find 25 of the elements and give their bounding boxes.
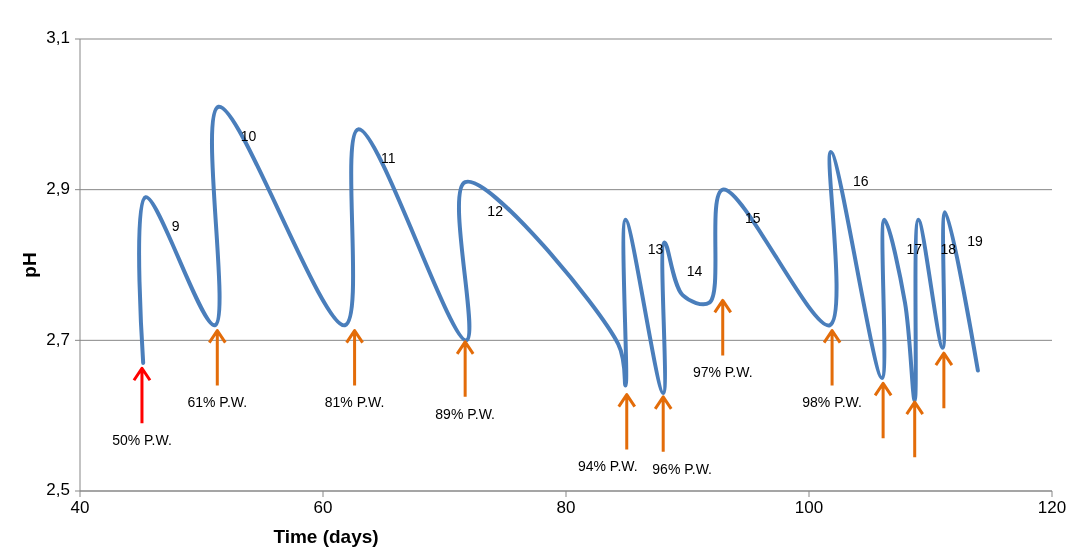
x-tick-label: 80 bbox=[556, 498, 576, 517]
annotation: 61% P.W. bbox=[187, 394, 248, 411]
y-tick-label: 2,9 bbox=[46, 179, 70, 199]
annotation: 12 bbox=[487, 202, 504, 219]
x-tick-label: 100 bbox=[794, 498, 824, 517]
annotation: 50% P.W. bbox=[112, 431, 172, 448]
x-axis-title: Time (days) bbox=[273, 526, 379, 547]
annotation: 94% P.W. bbox=[577, 458, 638, 475]
annotation: 81% P.W. bbox=[324, 394, 385, 411]
y-axis-title: pH bbox=[19, 252, 40, 278]
y-tick-label: 2,5 bbox=[46, 480, 70, 500]
annotation: 14 bbox=[686, 263, 703, 280]
annotation: 11 bbox=[380, 150, 396, 167]
x-tick-label: 60 bbox=[313, 498, 333, 517]
annotation: 98% P.W. bbox=[802, 394, 862, 411]
y-tick-label: 2,7 bbox=[46, 329, 70, 349]
annotation: 16 bbox=[853, 172, 869, 189]
annotation: 19 bbox=[967, 232, 984, 249]
annotation: 97% P.W. bbox=[692, 364, 753, 381]
x-tick-label: 40 bbox=[70, 498, 90, 517]
x-tick-label: 120 bbox=[1037, 498, 1067, 517]
annotation: 9 bbox=[171, 217, 180, 234]
annotation: 96% P.W. bbox=[652, 460, 713, 477]
annotation: 89% P.W. bbox=[435, 405, 495, 422]
y-tick-label: 3,1 bbox=[46, 28, 70, 48]
